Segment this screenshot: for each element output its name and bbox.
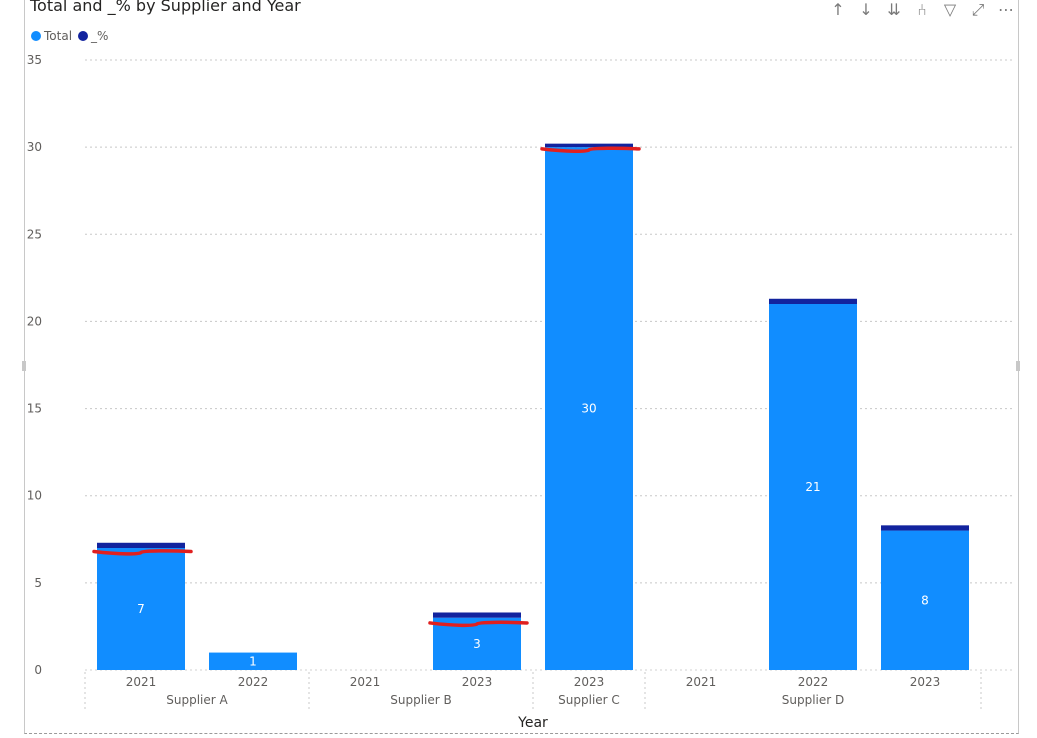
- resize-handle-right[interactable]: [1016, 361, 1020, 371]
- legend-label-percent: _%: [91, 29, 109, 43]
- x-tick-label: 2023: [910, 675, 941, 689]
- resize-handle-left[interactable]: [22, 361, 26, 371]
- arrow-up-icon[interactable]: ↑: [831, 0, 845, 19]
- legend-marker-total: [31, 31, 41, 41]
- group-label: Supplier B: [390, 693, 452, 707]
- x-axis-title: Year: [517, 715, 548, 731]
- x-tick-label: 2023: [462, 675, 493, 689]
- legend-marker-percent: [78, 31, 89, 41]
- x-tick-label: 2023: [574, 675, 605, 689]
- bar-percent[interactable]: [769, 298, 857, 304]
- more-options-icon[interactable]: ⋯: [998, 0, 1014, 19]
- data-label: 21: [805, 480, 820, 494]
- expand-hierarchy-icon[interactable]: ⑃: [917, 0, 927, 19]
- legend-item-percent[interactable]: _%: [78, 29, 108, 43]
- filter-icon[interactable]: ▽: [943, 0, 957, 19]
- x-tick-label: 2021: [126, 675, 157, 689]
- group-label: Supplier A: [166, 693, 228, 707]
- x-tick-label: 2021: [686, 675, 717, 689]
- group-label: Supplier D: [782, 693, 845, 707]
- bar-total[interactable]: [769, 304, 857, 670]
- legend-item-total[interactable]: Total: [31, 29, 72, 43]
- bar-percent[interactable]: [881, 525, 969, 531]
- chart-title: Total and _% by Supplier and Year: [30, 0, 301, 15]
- bar-total[interactable]: [97, 548, 185, 670]
- y-tick-label: 15: [27, 402, 42, 416]
- red-annotation-mark: [92, 549, 193, 556]
- y-tick-label: 25: [27, 227, 42, 241]
- bar-total[interactable]: [433, 617, 521, 670]
- x-tick-label: 2022: [238, 675, 269, 689]
- bar-percent[interactable]: [97, 542, 185, 548]
- data-label: 1: [249, 654, 257, 668]
- y-tick-label: 20: [27, 314, 42, 328]
- y-tick-label: 5: [34, 576, 42, 590]
- legend-label-total: Total: [44, 29, 73, 43]
- group-label: Supplier C: [558, 693, 620, 707]
- focus-mode-icon[interactable]: ⤢: [971, 0, 985, 19]
- y-tick-label: 35: [27, 53, 42, 67]
- bar-total[interactable]: [209, 652, 297, 670]
- bar-percent[interactable]: [433, 612, 521, 618]
- x-tick-label: 2021: [350, 675, 381, 689]
- data-label: 30: [581, 402, 596, 416]
- red-annotation-mark: [428, 620, 529, 628]
- data-label: 7: [137, 602, 145, 616]
- arrow-down-icon[interactable]: ↓: [859, 0, 873, 19]
- y-tick-label: 30: [27, 140, 42, 154]
- red-annotation-mark: [540, 146, 641, 154]
- bar-total[interactable]: [545, 147, 633, 671]
- double-arrow-down-icon[interactable]: ⇊: [887, 0, 901, 19]
- y-tick-label: 10: [27, 489, 42, 503]
- legend: Total _%: [31, 29, 108, 43]
- x-tick-label: 2022: [798, 675, 829, 689]
- y-tick-label: 0: [34, 663, 42, 677]
- visual-header-toolbar: ↑ ↓ ⇊ ⑃ ▽ ⤢ ⋯: [829, 0, 1015, 20]
- bar-total[interactable]: [881, 530, 969, 670]
- data-label: 8: [921, 593, 929, 607]
- data-label: 3: [473, 637, 481, 651]
- bar-percent[interactable]: [545, 143, 633, 148]
